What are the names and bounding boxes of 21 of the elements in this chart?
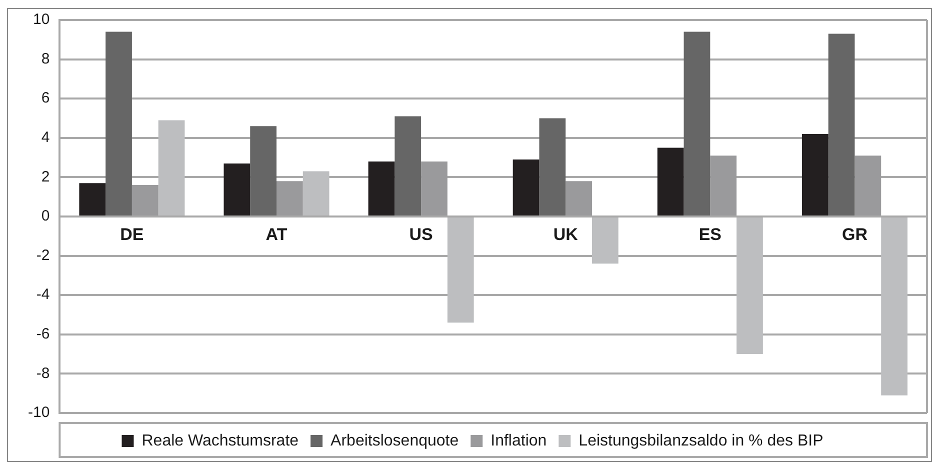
legend-label: Reale Wachstumsrate (142, 432, 299, 450)
x-tick-label: AT (266, 225, 288, 244)
legend-label: Leistungsbilanzsaldo in % des BIP (578, 432, 824, 450)
y-tick-label: 4 (41, 129, 50, 146)
y-tick-label: -6 (36, 326, 50, 343)
y-tick-label: 2 (41, 168, 50, 186)
y-tick-label: 10 (32, 11, 50, 28)
legend-label: Inflation (490, 432, 547, 450)
legend-label: Arbeitslosenquote (330, 432, 459, 450)
y-tick-label: -8 (36, 364, 50, 382)
x-tick-label: UK (553, 225, 579, 244)
y-tick-label: -4 (36, 286, 50, 304)
x-tick-label: US (409, 225, 433, 244)
y-tick-label: -2 (36, 246, 50, 264)
y-tick-label: 6 (41, 90, 50, 107)
x-tick-label: GR (842, 225, 868, 244)
y-tick-label: -10 (28, 404, 50, 422)
x-tick-label: DE (120, 225, 144, 244)
y-tick-label: 8 (41, 50, 50, 68)
y-tick-label: 0 (41, 208, 50, 225)
x-tick-label: ES (698, 225, 722, 244)
